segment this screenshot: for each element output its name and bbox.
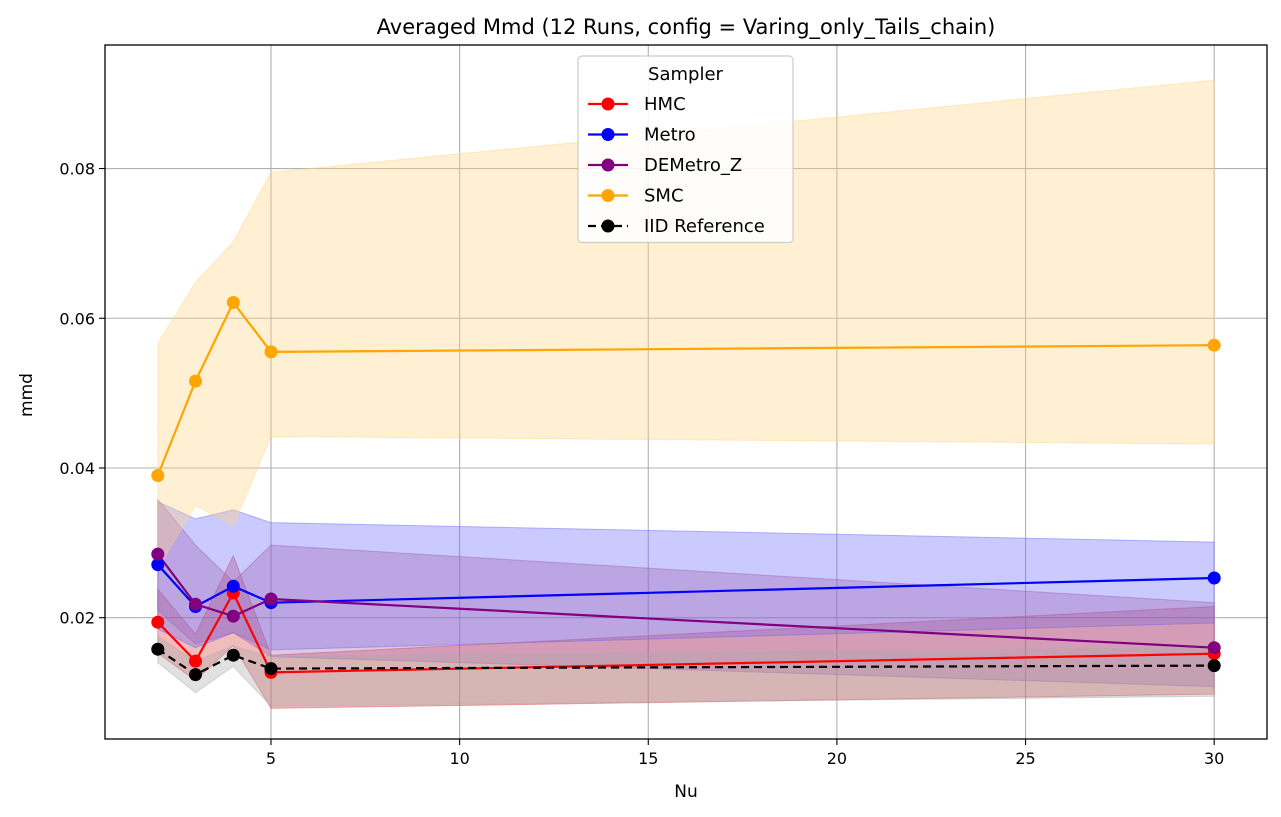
legend-marker-smc: [601, 189, 615, 202]
point-demetro-z: [226, 609, 240, 623]
band-iid-reference: [157, 635, 1215, 707]
legend-marker-metro: [601, 128, 615, 141]
y-tick-label: 0.02: [59, 609, 95, 628]
x-axis-ticks: 5 10 15 20 25 30: [266, 739, 1224, 768]
x-tick-label: 15: [638, 749, 658, 768]
point-iid-reference: [226, 648, 240, 662]
point-smc: [1207, 338, 1221, 352]
point-iid-reference: [151, 642, 165, 656]
x-tick-label: 30: [1204, 749, 1224, 768]
point-iid-reference: [189, 668, 202, 682]
y-axis-ticks: 0.02 0.04 0.06 0.08: [59, 160, 105, 628]
x-tick-label: 20: [827, 749, 847, 768]
point-iid-reference: [1207, 659, 1221, 673]
point-demetro-z: [151, 547, 165, 561]
legend-marker-iid-reference: [601, 219, 615, 233]
point-hmc: [189, 654, 202, 668]
line-iid-reference: [157, 648, 1215, 676]
legend-label-demetro-z: DEMetro_Z: [644, 155, 742, 176]
point-smc: [189, 374, 202, 388]
point-metro: [226, 579, 240, 593]
y-tick-label: 0.04: [59, 459, 95, 478]
x-tick-label: 25: [1015, 749, 1035, 768]
chart-title: Averaged Mmd (12 Runs, config = Varing_o…: [377, 15, 996, 40]
band-smc: [157, 79, 1215, 571]
legend-label-hmc: HMC: [644, 94, 686, 115]
point-iid-reference: [264, 662, 278, 676]
point-demetro-z: [189, 597, 202, 611]
point-metro: [151, 558, 165, 572]
point-metro: [1207, 571, 1221, 585]
legend-label-smc: SMC: [644, 186, 684, 207]
legend: Sampler HMC Metro DEMetro_Z SMC IID Reference: [577, 55, 794, 244]
point-smc: [151, 469, 165, 482]
band-metro: [157, 500, 1215, 651]
legend-marker-hmc: [601, 97, 615, 111]
legend-label-metro: Metro: [644, 125, 696, 146]
legend-box: [577, 55, 794, 244]
y-tick-label: 0.08: [59, 160, 95, 179]
series-markers: [151, 296, 1221, 682]
point-smc: [226, 296, 240, 309]
legend-marker-demetro-z: [601, 158, 615, 172]
y-tick-label: 0.06: [59, 309, 95, 328]
x-axis-label: Nu: [674, 782, 698, 802]
point-hmc: [151, 615, 165, 629]
point-smc: [264, 345, 278, 359]
x-tick-label: 5: [266, 749, 276, 768]
band-demetro-z: [157, 498, 1215, 688]
legend-title: Sampler: [648, 64, 723, 85]
y-axis-label: mmd: [17, 373, 37, 417]
plot-area-frame: [104, 44, 1268, 740]
x-tick-label: 10: [449, 749, 469, 768]
point-demetro-z: [1207, 641, 1221, 655]
legend-label-iid-reference: IID Reference: [644, 216, 765, 237]
point-demetro-z: [264, 592, 278, 606]
